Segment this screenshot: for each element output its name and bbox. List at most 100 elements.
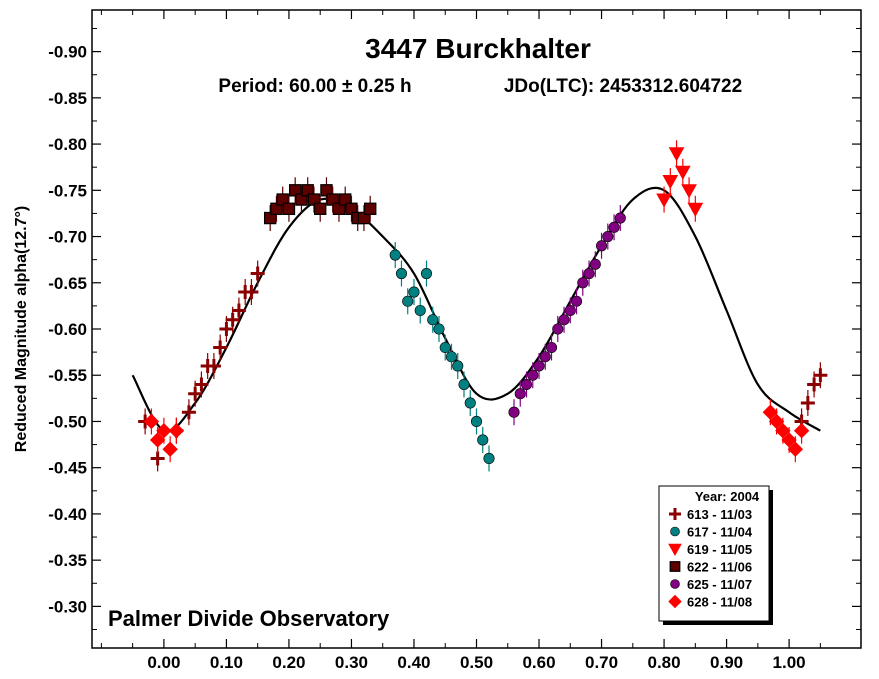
data-point xyxy=(206,358,221,373)
y-tick-label: -0.70 xyxy=(48,228,87,247)
data-point xyxy=(213,340,228,355)
data-point xyxy=(143,413,160,430)
x-tick-label: 1.00 xyxy=(773,653,806,672)
y-tick-label: -0.40 xyxy=(48,505,87,524)
y-tick-label: -0.60 xyxy=(48,320,87,339)
data-point xyxy=(162,441,178,457)
chart-epoch: JDo(LTC): 2453312.604722 xyxy=(504,76,742,97)
data-point xyxy=(288,184,302,197)
y-tick-label: -0.30 xyxy=(48,597,87,616)
legend-title: Year: 2004 xyxy=(695,489,760,504)
data-point xyxy=(545,341,558,354)
data-point xyxy=(787,441,804,457)
data-point xyxy=(614,212,626,224)
data-point xyxy=(282,202,296,215)
x-tick-label: 0.10 xyxy=(210,653,243,672)
legend-marker xyxy=(669,561,681,572)
chart-title: 3447 Burckhalter xyxy=(365,33,591,64)
data-point xyxy=(295,193,308,206)
data-point xyxy=(307,193,321,206)
data-point xyxy=(577,277,589,289)
data-point xyxy=(301,184,314,197)
data-point xyxy=(395,267,408,280)
data-point xyxy=(433,323,445,335)
data-point xyxy=(225,312,240,327)
data-point xyxy=(150,451,165,466)
data-point xyxy=(408,286,420,298)
y-tick-label: -0.55 xyxy=(48,366,87,385)
data-point xyxy=(558,314,570,326)
y-tick-label: -0.80 xyxy=(48,135,87,154)
legend-marker xyxy=(668,594,682,609)
legend-label: 625 - 11/07 xyxy=(687,577,752,592)
data-point xyxy=(533,360,545,372)
data-point xyxy=(589,258,601,270)
data-point xyxy=(508,406,520,418)
data-point xyxy=(464,397,476,409)
legend-marker xyxy=(669,508,681,520)
data-point xyxy=(595,240,608,252)
data-point xyxy=(339,193,352,206)
x-axis: 0.00 0.10 0.20 0.30 0.40 0.50 0.60 0.70 0.80 0.90… xyxy=(100,10,821,672)
x-tick-label: 0.30 xyxy=(335,653,368,672)
data-point xyxy=(656,193,672,208)
data-point xyxy=(483,452,495,464)
data-point xyxy=(514,388,526,400)
data-point xyxy=(194,377,209,392)
data-point xyxy=(807,377,822,392)
data-point xyxy=(231,303,246,318)
data-point xyxy=(276,193,289,206)
data-point xyxy=(452,360,464,372)
data-point xyxy=(427,314,439,326)
x-tick-label: 0.80 xyxy=(648,653,681,672)
data-point xyxy=(762,404,779,420)
data-point xyxy=(539,351,551,363)
data-point xyxy=(768,413,785,430)
data-point xyxy=(357,211,371,225)
y-tick-label: -0.90 xyxy=(48,43,87,62)
data-point xyxy=(800,395,815,410)
fit-curve xyxy=(131,186,821,433)
data-point xyxy=(775,423,791,439)
data-point xyxy=(564,304,576,317)
y-axis-label: Reduced Magnitude alpha(12.7°) xyxy=(13,206,30,452)
data-point xyxy=(520,378,533,391)
legend-label: 622 - 11/06 xyxy=(687,560,752,575)
data-point xyxy=(332,202,346,215)
data-point xyxy=(681,184,697,199)
data-point xyxy=(345,202,358,215)
data-point xyxy=(168,423,185,439)
data-point xyxy=(364,202,377,215)
data-point xyxy=(527,369,539,381)
data-point xyxy=(402,295,414,307)
legend-marker xyxy=(670,579,680,589)
x-tick-label: 0.20 xyxy=(272,653,305,672)
y-tick-label: -0.75 xyxy=(48,181,87,200)
y-tick-label: -0.45 xyxy=(48,459,87,478)
data-point xyxy=(552,323,564,335)
observatory-annotation: Palmer Divide Observatory xyxy=(108,606,390,631)
data-point xyxy=(687,202,704,217)
legend-items: 613 - 11/03 617 - 11/04 619 - 11/05 622 - 1… xyxy=(668,507,753,610)
data-point xyxy=(414,304,426,317)
legend-label: 619 - 11/05 xyxy=(687,542,752,557)
data-point xyxy=(389,249,401,261)
x-tick-label: 0.70 xyxy=(585,653,618,672)
x-tick-label: 0.90 xyxy=(710,653,743,672)
data-point xyxy=(668,147,685,162)
legend-marker xyxy=(670,526,680,537)
data-point xyxy=(270,202,283,215)
data-point xyxy=(458,378,470,391)
x-tick-label: 0.40 xyxy=(397,653,430,672)
data-point xyxy=(219,322,234,336)
data-point xyxy=(583,267,595,280)
y-tick-label: -0.65 xyxy=(48,274,87,293)
x-tick-label: 0.50 xyxy=(460,653,493,672)
data-point xyxy=(662,174,679,190)
data-point xyxy=(244,285,259,300)
y-tick-label: -0.85 xyxy=(48,89,87,108)
chart-period: Period: 60.00 ± 0.25 h xyxy=(218,76,411,97)
data-point xyxy=(263,211,277,225)
data-points xyxy=(138,140,828,472)
